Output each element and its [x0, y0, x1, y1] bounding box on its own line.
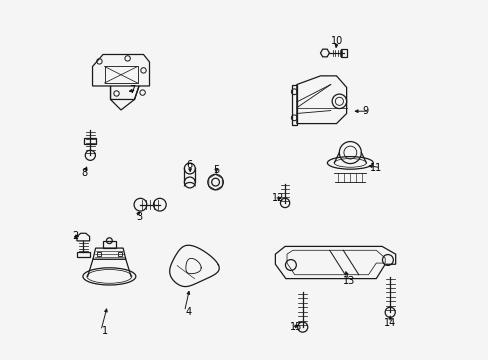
- Text: 5: 5: [213, 165, 219, 175]
- Text: 12: 12: [272, 193, 284, 203]
- Bar: [291, 85, 296, 125]
- Text: 9: 9: [362, 106, 368, 116]
- Text: 14: 14: [383, 318, 395, 328]
- Text: 4: 4: [185, 307, 191, 316]
- Text: 7: 7: [129, 85, 135, 95]
- Text: 3: 3: [136, 212, 142, 222]
- Bar: [84, 138, 96, 144]
- Text: 2: 2: [73, 231, 79, 242]
- Bar: [77, 252, 89, 257]
- Text: 15: 15: [289, 323, 301, 333]
- Bar: [118, 252, 122, 256]
- Bar: [97, 252, 101, 256]
- Bar: [102, 241, 116, 248]
- Text: 11: 11: [369, 163, 382, 173]
- Text: 10: 10: [330, 36, 343, 46]
- Text: 13: 13: [343, 275, 355, 285]
- Text: 6: 6: [186, 160, 192, 170]
- Text: 1: 1: [102, 326, 108, 336]
- Bar: [340, 49, 346, 58]
- Text: 8: 8: [81, 168, 87, 178]
